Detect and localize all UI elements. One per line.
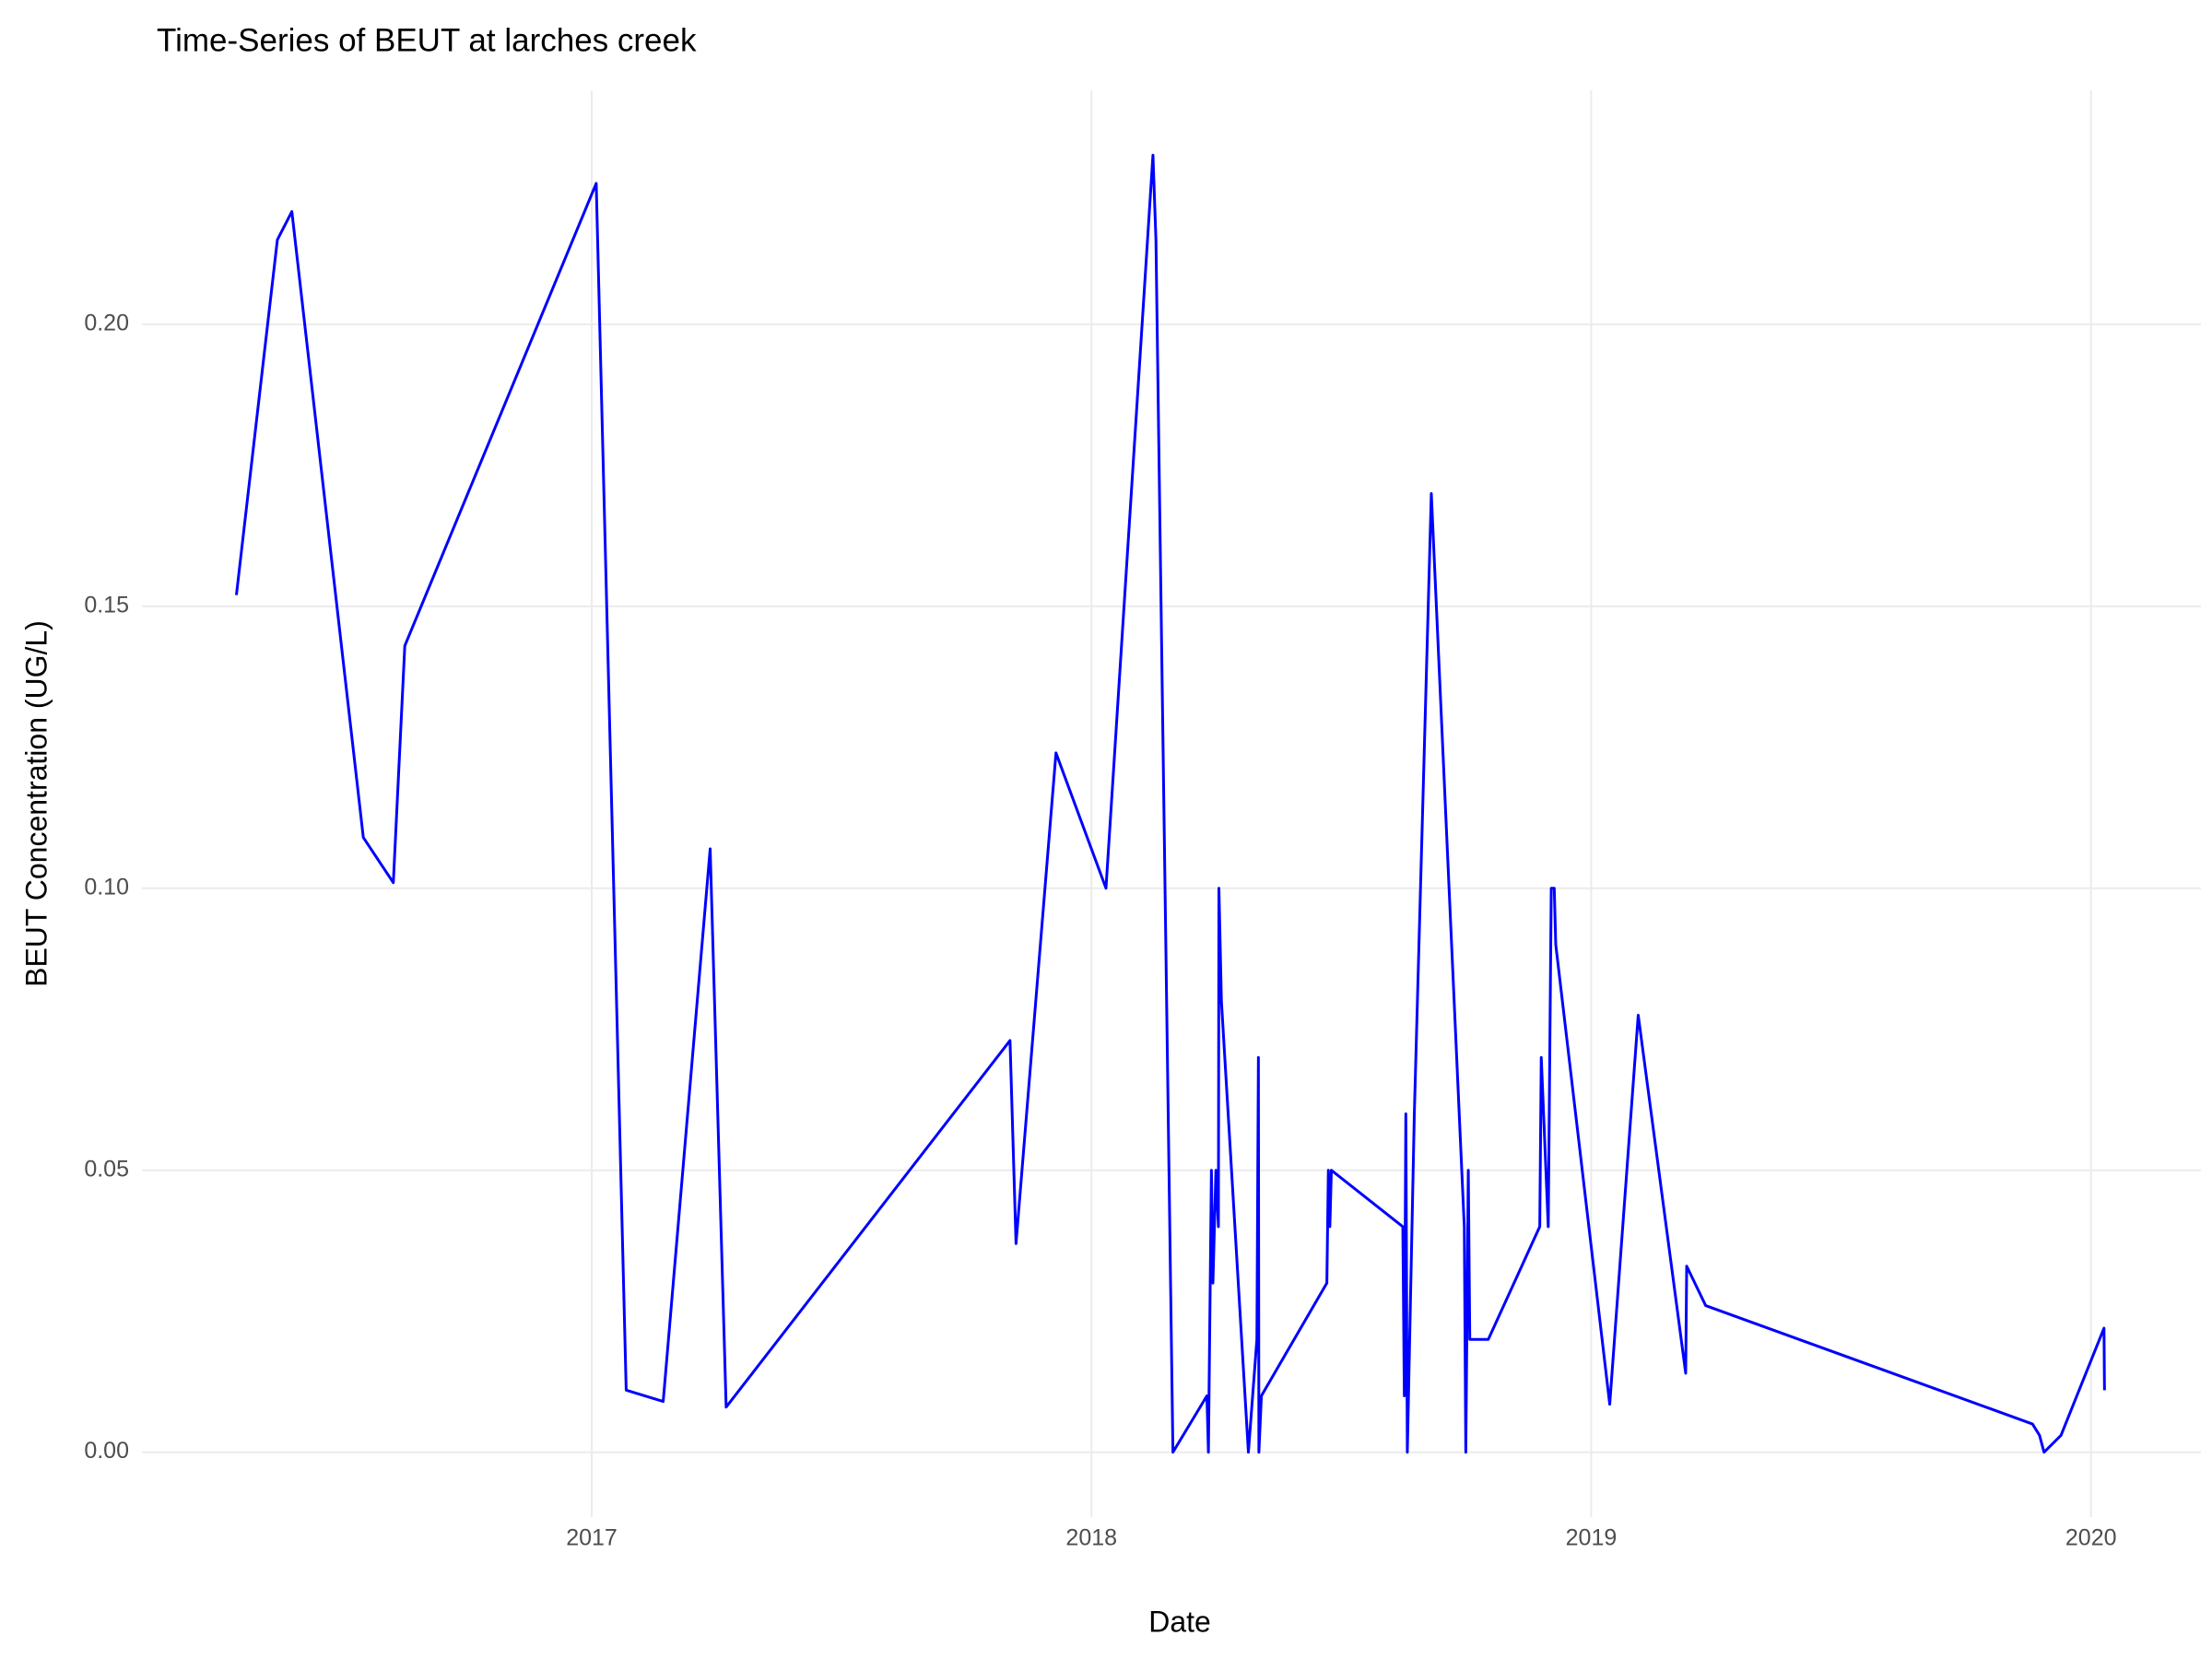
x-tick-label: 2017 [566, 1525, 618, 1551]
y-tick-label: 0.15 [84, 592, 129, 618]
y-axis-title: BEUT Concentration (UG/L) [19, 620, 53, 987]
y-tick-label: 0.00 [84, 1438, 129, 1464]
chart-title: Time-Series of BEUT at larches creek [157, 22, 697, 58]
y-tick-label: 0.10 [84, 874, 129, 900]
x-tick-label: 2019 [1566, 1525, 1618, 1551]
data-line [234, 153, 2106, 1454]
x-tick-label: 2020 [2065, 1525, 2117, 1551]
x-axis-title: Date [1148, 1605, 1211, 1638]
y-tick-label: 0.05 [84, 1156, 129, 1182]
x-tick-label: 2018 [1065, 1525, 1117, 1551]
y-tick-label: 0.20 [84, 311, 129, 336]
